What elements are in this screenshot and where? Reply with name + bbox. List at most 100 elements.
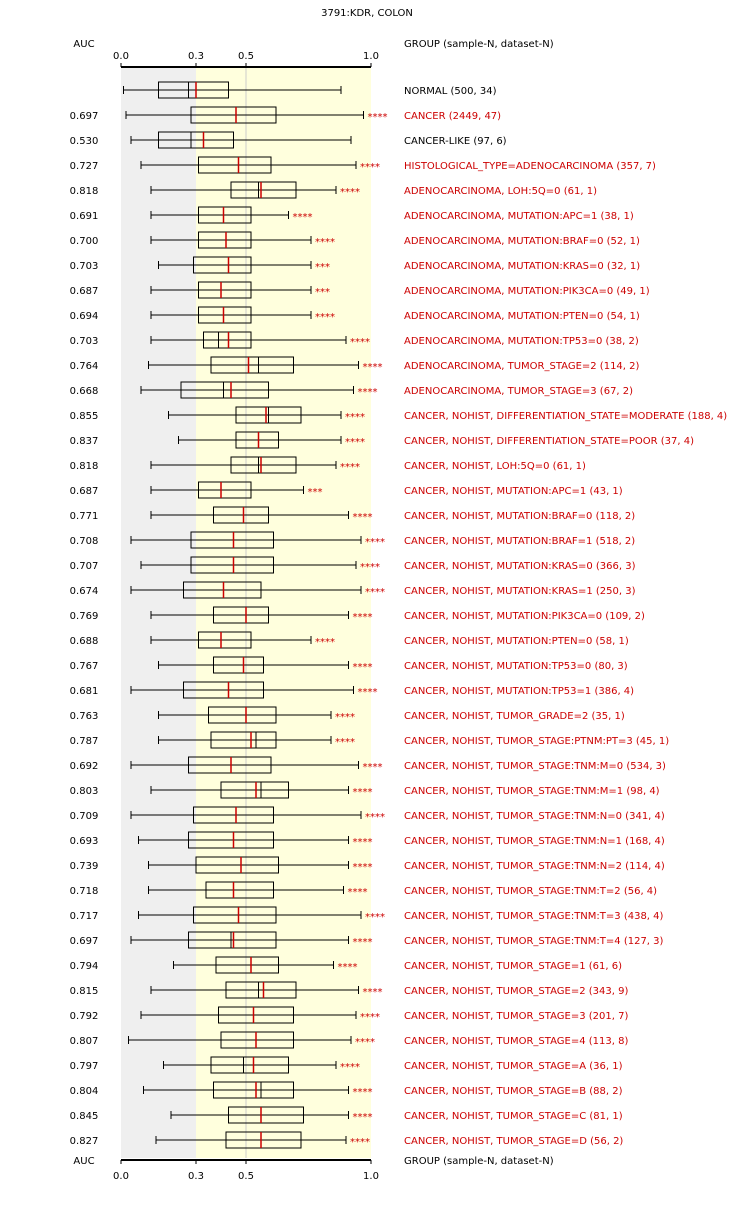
group-label: CANCER, NOHIST, TUMOR_STAGE=3 (201, 7) (404, 1011, 628, 1022)
group-label: CANCER, NOHIST, MUTATION:PTEN=0 (58, 1) (404, 636, 629, 647)
significance-stars: **** (315, 312, 335, 323)
group-label: CANCER, NOHIST, TUMOR_STAGE=A (36, 1) (404, 1061, 623, 1072)
auc-value: 0.845 (70, 1111, 99, 1122)
boxplot-row: **** 0.700 ADENOCARCINOMA, MUTATION:BRAF=0… (70, 231, 640, 249)
auc-value: 0.718 (70, 886, 99, 897)
iqr-box (198, 206, 252, 224)
auc-value: 0.709 (70, 811, 99, 822)
iqr-box (180, 381, 269, 399)
auc-value: 0.818 (70, 461, 99, 472)
group-label: ADENOCARCINOMA, TUMOR_STAGE=3 (67, 2) (404, 386, 633, 397)
boxplot-row: **** 0.845 CANCER, NOHIST, TUMOR_STAGE=C (… (70, 1106, 623, 1124)
group-label: CANCER, NOHIST, TUMOR_STAGE:TNM:N=0 (341… (404, 811, 665, 822)
group-label: CANCER, NOHIST, MUTATION:BRAF=0 (118, 2) (404, 511, 635, 522)
auc-value: 0.693 (70, 836, 99, 847)
group-label: CANCER, NOHIST, DIFFERENTIATION_STATE=PO… (404, 436, 694, 447)
iqr-box (220, 781, 289, 799)
x-axis-top-tick-label: 1.0 (363, 51, 379, 62)
iqr-box (188, 756, 272, 774)
group-column-header-top: GROUP (sample-N, dataset-N) (404, 39, 554, 50)
significance-stars: **** (335, 712, 355, 723)
boxplot-row: **** 0.688 CANCER, NOHIST, MUTATION:PTEN=0… (70, 631, 629, 649)
boxplot-row: NORMAL (500, 34) (123, 81, 497, 99)
iqr-box (218, 1006, 294, 1024)
iqr-box (198, 481, 252, 499)
significance-stars: **** (353, 1087, 373, 1098)
auc-value: 0.837 (70, 436, 99, 447)
boxplot-row: *** 0.687 CANCER, NOHIST, MUTATION:APC=1 (… (70, 481, 623, 499)
group-label: ADENOCARCINOMA, MUTATION:BRAF=0 (52, 1) (404, 236, 640, 247)
boxplot-row: **** 0.764 ADENOCARCINOMA, TUMOR_STAGE=2 (… (70, 356, 640, 374)
auc-column-header-top: AUC (73, 39, 94, 50)
group-label: CANCER, NOHIST, TUMOR_STAGE=2 (343, 9) (404, 986, 628, 997)
auc-value: 0.763 (70, 711, 99, 722)
iqr-box (193, 256, 252, 274)
iqr-box (210, 731, 277, 749)
significance-stars: **** (353, 787, 373, 798)
group-label: CANCER, NOHIST, TUMOR_STAGE=4 (113, 8) (404, 1036, 628, 1047)
auc-value: 0.707 (70, 561, 99, 572)
significance-stars: **** (353, 937, 373, 948)
boxplot-row: **** 0.717 CANCER, NOHIST, TUMOR_STAGE:TNM… (70, 906, 664, 924)
auc-value: 0.692 (70, 761, 99, 772)
significance-stars: **** (368, 112, 388, 123)
auc-value: 0.697 (70, 936, 99, 947)
iqr-box (193, 906, 277, 924)
group-label: CANCER, NOHIST, MUTATION:BRAF=1 (518, 2) (404, 536, 635, 547)
iqr-box (198, 631, 252, 649)
iqr-box (183, 681, 264, 699)
group-label: CANCER, NOHIST, MUTATION:PIK3CA=0 (109, … (404, 611, 645, 622)
group-label: CANCER, NOHIST, TUMOR_STAGE=D (56, 2) (404, 1136, 623, 1147)
significance-stars: **** (353, 837, 373, 848)
significance-stars: *** (308, 487, 323, 498)
boxplot-row: **** 0.708 CANCER, NOHIST, MUTATION:BRAF=1… (70, 531, 635, 549)
group-label: ADENOCARCINOMA, TUMOR_STAGE=2 (114, 2) (404, 361, 640, 372)
group-label: NORMAL (500, 34) (404, 86, 497, 97)
significance-stars: **** (360, 162, 380, 173)
significance-stars: **** (365, 537, 385, 548)
x-axis-top-tick-label: 0.5 (238, 51, 254, 62)
iqr-box (198, 231, 252, 249)
auc-value: 0.727 (70, 161, 99, 172)
group-label: ADENOCARCINOMA, MUTATION:PIK3CA=0 (49, 1… (404, 286, 650, 297)
iqr-box (213, 506, 269, 524)
boxplot-row: **** 0.803 CANCER, NOHIST, TUMOR_STAGE:TNM… (70, 781, 660, 799)
iqr-box (230, 456, 297, 474)
significance-stars: **** (353, 512, 373, 523)
boxplot-row: **** 0.674 CANCER, NOHIST, MUTATION:KRAS=1… (70, 581, 636, 599)
iqr-box (213, 1081, 294, 1099)
boxplot-row: **** 0.827 CANCER, NOHIST, TUMOR_STAGE=D (… (70, 1131, 623, 1149)
significance-stars: **** (348, 887, 368, 898)
chart-title: 3791:KDR, COLON (321, 8, 413, 19)
auc-value: 0.674 (70, 586, 99, 597)
boxplot-row: *** 0.703 ADENOCARCINOMA, MUTATION:KRAS=0 … (70, 256, 640, 274)
significance-stars: **** (353, 612, 373, 623)
boxplot-row: **** 0.818 CANCER, NOHIST, LOH:5Q=0 (61, 1… (70, 456, 586, 474)
auc-value: 0.787 (70, 736, 99, 747)
group-column-header-bottom: GROUP (sample-N, dataset-N) (404, 1156, 554, 1167)
boxplot-row: *** 0.687 ADENOCARCINOMA, MUTATION:PIK3CA=… (70, 281, 650, 299)
significance-stars: **** (293, 212, 313, 223)
auc-value: 0.697 (70, 111, 99, 122)
iqr-box (225, 1131, 302, 1149)
boxplot-row: **** 0.691 ADENOCARCINOMA, MUTATION:APC=1 … (70, 206, 634, 224)
boxplot-row: **** 0.855 CANCER, NOHIST, DIFFERENTIATION… (70, 406, 727, 424)
group-label: CANCER, NOHIST, TUMOR_STAGE:TNM:M=0 (534… (404, 761, 666, 772)
group-label: CANCER, NOHIST, TUMOR_STAGE=C (81, 1) (404, 1111, 623, 1122)
auc-value: 0.691 (70, 211, 99, 222)
x-axis-top-tick-label: 0.3 (188, 51, 204, 62)
boxplot-row: **** 0.694 ADENOCARCINOMA, MUTATION:PTEN=0… (70, 306, 640, 324)
auc-value: 0.855 (70, 411, 99, 422)
iqr-box (215, 956, 279, 974)
significance-stars: *** (315, 262, 330, 273)
boxplot-row: **** 0.727 HISTOLOGICAL_TYPE=ADENOCARCINOM… (70, 156, 656, 174)
boxplot-row: **** 0.815 CANCER, NOHIST, TUMOR_STAGE=2 (… (70, 981, 628, 999)
boxplot-row: **** 0.787 CANCER, NOHIST, TUMOR_STAGE:PTN… (70, 731, 669, 749)
iqr-box (228, 1106, 304, 1124)
group-label: CANCER, NOHIST, MUTATION:APC=1 (43, 1) (404, 486, 623, 497)
iqr-box (188, 931, 277, 949)
iqr-box (213, 656, 264, 674)
auc-value: 0.818 (70, 186, 99, 197)
auc-value: 0.769 (70, 611, 99, 622)
